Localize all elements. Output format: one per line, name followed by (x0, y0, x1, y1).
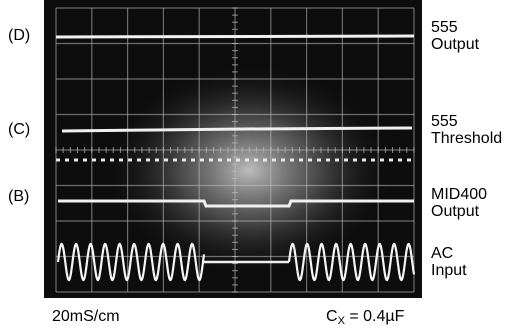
trace-label-c: (C) (8, 121, 31, 138)
trace-c-555-threshold (61, 126, 413, 133)
oscilloscope-screen (44, 0, 422, 298)
trace-label-b: (B) (8, 188, 30, 205)
channel-label-555-threshold: 555 Threshold (431, 113, 503, 147)
trace-label-d: (D) (8, 27, 31, 44)
channel-label-ac-input: AC Input (431, 245, 467, 279)
oscilloscope-display (44, 0, 422, 298)
capacitor-label: CX = 0.4µF (326, 308, 405, 327)
screen-glow (99, 60, 399, 280)
timebase-label: 20mS/cm (52, 308, 120, 325)
channel-label-mid400-output: MID400 Output (431, 186, 488, 220)
channel-label-555-output: 555 Output (431, 19, 480, 53)
trace-ac-input (56, 242, 416, 282)
trace-b-mid400-output (58, 199, 414, 208)
trace-d-555-output (55, 34, 415, 39)
